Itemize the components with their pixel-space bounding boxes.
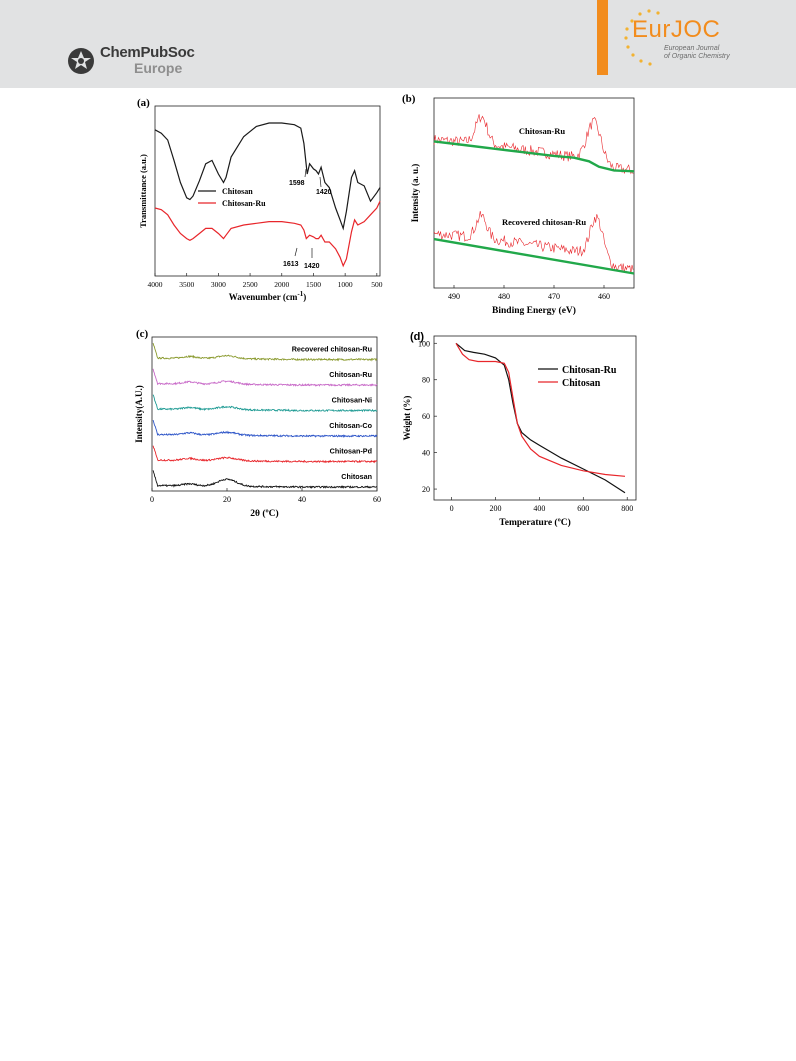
figure-panel-b: (b) 490 480 470 460 Binding Energy (eV) Intens… xyxy=(402,93,635,316)
annotation-arrow xyxy=(294,247,298,257)
series-label: Chitosan-Ni xyxy=(332,396,372,405)
x-tick-label: 460 xyxy=(598,292,610,301)
x-tick-label: 20 xyxy=(223,495,231,504)
x-tick-label: 1500 xyxy=(306,280,321,289)
x-tick-label: 0 xyxy=(450,504,454,513)
panel-label: (a) xyxy=(137,97,150,109)
y-tick-label: 20 xyxy=(422,485,430,494)
eurjoc-stars-icon xyxy=(624,9,660,66)
journal-subtitle-line2: of Organic Chemistry xyxy=(664,53,730,60)
x-tick-label: 480 xyxy=(498,292,510,301)
xrd-line xyxy=(152,394,378,413)
y-axis-label: Transmittance (a.u.) xyxy=(138,154,148,228)
legend-label: Chitosan xyxy=(222,187,253,196)
x-tick-label: 40 xyxy=(298,495,306,504)
x-tick-label: 2000 xyxy=(274,280,289,289)
publisher-sub: Europe xyxy=(134,60,183,76)
x-tick-label: 470 xyxy=(548,292,560,301)
journal-title-b: JOC xyxy=(670,16,721,43)
publisher-name: ChemPubSoc xyxy=(100,44,195,61)
series-label: Chitosan-Co xyxy=(329,421,372,430)
xrd-line xyxy=(152,368,378,387)
x-tick-label: 2500 xyxy=(243,280,258,289)
journal-subtitle: European Journal of Organic Chemistry xyxy=(664,45,744,61)
figure-panel-c: (c) 0 20 40 60 2θ (ºC) Intensity(A.U.) Recovere… xyxy=(134,328,381,519)
figure-panel-a: (a) 4000 3500 3000 2500 2000 1500 1000 500 Wavenu… xyxy=(137,97,383,302)
figure-panel-d: (d) 0 200 400 600 800 20 40 60 80 100 Temperature (… xyxy=(402,331,637,528)
x-tick-label: 3500 xyxy=(179,280,194,289)
xrd-line xyxy=(152,419,378,439)
x-tick-label: 4000 xyxy=(148,280,163,289)
x-tick-label: 1000 xyxy=(338,280,353,289)
series-label: Chitosan-Pd xyxy=(330,447,372,456)
journal-title-a: Eur xyxy=(632,16,671,43)
x-axis-label: Binding Energy (eV) xyxy=(492,305,576,316)
panel-label: (b) xyxy=(402,93,416,105)
y-axis-label: Intensity(A.U.) xyxy=(134,385,144,443)
y-axis-label: Weight (%) xyxy=(402,396,412,441)
y-axis-label: Intensity (a. u.) xyxy=(410,164,420,223)
y-tick-label: 80 xyxy=(422,376,430,385)
legend-label: Chitosan-Ru xyxy=(222,199,266,208)
x-tick-label: 200 xyxy=(489,504,501,513)
x-tick-label: 600 xyxy=(577,504,589,513)
chempubsoc-logo-icon xyxy=(68,48,94,74)
tga-line xyxy=(455,342,626,477)
journal-header: ChemPubSoc Europe EurJOC European Journa… xyxy=(0,0,796,88)
y-tick-label: 100 xyxy=(418,339,430,348)
plot-frame xyxy=(154,105,381,277)
plot-frame xyxy=(433,97,635,289)
legend-label: Chitosan-Ru xyxy=(562,365,617,376)
x-tick-label: 0 xyxy=(150,495,154,504)
y-tick-label: 60 xyxy=(422,412,430,421)
series-label: Chitosan-Ru xyxy=(519,126,566,136)
plot-frame xyxy=(151,336,378,492)
series-label: Chitosan xyxy=(341,472,372,481)
series-line-chitosan xyxy=(154,122,381,231)
x-tick-label: 3000 xyxy=(211,280,226,289)
spectrum-fit-line xyxy=(433,140,635,173)
series-line-chitosan-ru xyxy=(154,200,381,268)
spectrum-fit-line xyxy=(433,237,635,275)
legend-label: Chitosan xyxy=(562,378,601,389)
xrd-line xyxy=(152,445,378,464)
xrd-line xyxy=(152,470,378,489)
spectrum-raw-line xyxy=(433,211,634,274)
panel-label: (c) xyxy=(136,328,149,340)
panel-label: (d) xyxy=(410,331,424,343)
xrd-line xyxy=(152,342,378,362)
x-axis-label: 2θ (ºC) xyxy=(250,508,278,519)
annotation-label: 1420 xyxy=(304,263,320,270)
x-axis-label: Wavenumber (cm-1) xyxy=(229,290,306,302)
x-axis-label: Temperature (ºC) xyxy=(499,517,570,528)
annotation-arrow xyxy=(304,168,307,178)
x-tick-label: 490 xyxy=(448,292,460,301)
x-tick-label: 400 xyxy=(533,504,545,513)
journal-title: EurJOC xyxy=(632,16,720,44)
annotation-label: 1420 xyxy=(316,189,332,196)
series-label: Recovered chitosan-Ru xyxy=(502,217,586,227)
annotation-label: 1598 xyxy=(289,180,305,187)
x-tick-label: 800 xyxy=(621,504,633,513)
annotation-arrow xyxy=(319,176,322,188)
annotation-label: 1613 xyxy=(283,261,299,268)
y-tick-label: 40 xyxy=(422,449,430,458)
accent-bar xyxy=(597,0,608,75)
series-label: Recovered chitosan-Ru xyxy=(292,345,372,354)
series-label: Chitosan-Ru xyxy=(329,370,372,379)
journal-subtitle-line1: European Journal xyxy=(664,45,720,52)
x-tick-label: 60 xyxy=(373,495,381,504)
plot-frame xyxy=(433,335,637,501)
x-tick-label: 500 xyxy=(371,280,383,289)
